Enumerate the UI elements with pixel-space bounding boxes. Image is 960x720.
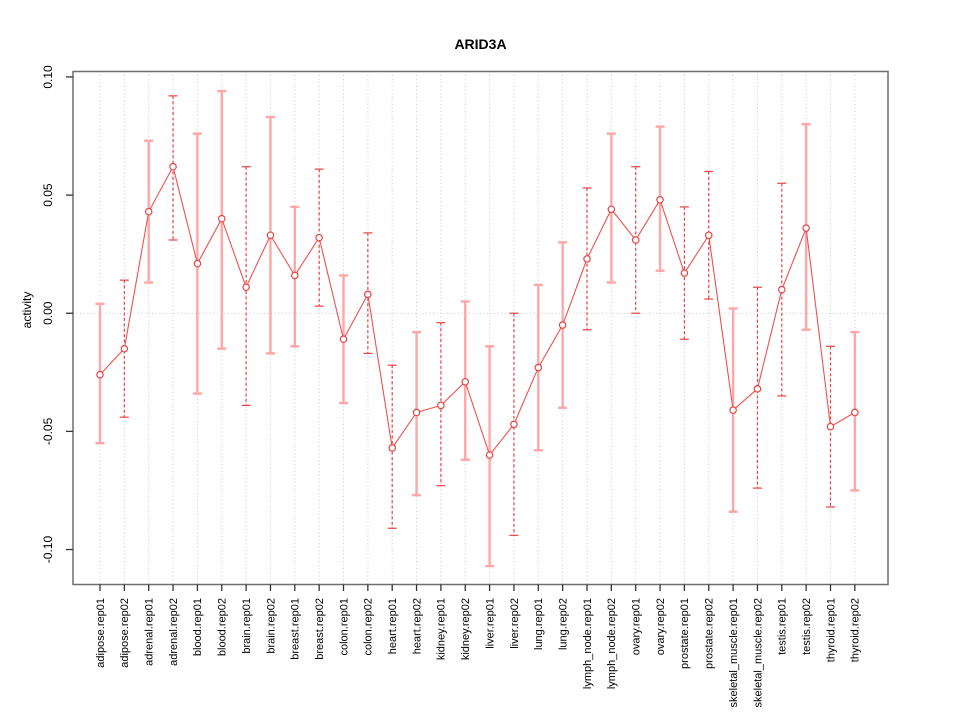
x-tick-label: testis.rep02 (801, 598, 813, 655)
y-tick-label: -0.05 (41, 417, 55, 445)
x-tick-label: brain.rep02 (265, 598, 277, 654)
x-tick-label: liver.rep02 (509, 598, 521, 649)
y-tick-label: 0.05 (41, 183, 55, 207)
x-tick-label: brain.rep01 (241, 598, 253, 654)
x-tick-label: adipose.rep01 (95, 598, 107, 668)
x-tick-label: skeletal_muscle.rep01 (728, 598, 740, 707)
plot-box (72, 70, 889, 586)
x-tick-label: ovary.rep02 (655, 598, 667, 655)
x-tick-label: breast.rep02 (314, 598, 326, 660)
data-point (607, 205, 616, 214)
data-point (558, 321, 567, 329)
x-tick-label: thyroid.rep01 (825, 598, 837, 662)
data-point (193, 259, 202, 268)
data-point (144, 207, 153, 216)
data-point (851, 408, 859, 417)
x-tick-label: adrenal.rep01 (144, 598, 156, 666)
x-tick-label: colon.rep01 (338, 598, 350, 656)
x-tick-label: testis.rep01 (777, 598, 789, 655)
data-point (388, 444, 397, 452)
x-tick-label: adrenal.rep02 (168, 598, 180, 666)
data-point (680, 269, 689, 277)
data-point (753, 385, 762, 393)
x-tick-label: lymph_node.rep02 (606, 598, 618, 689)
data-point (510, 420, 518, 429)
x-tick-label: liver.rep01 (484, 598, 496, 649)
data-point (364, 290, 372, 299)
x-tick-label: thyroid.rep02 (850, 598, 862, 662)
data-point (656, 196, 664, 204)
y-tick-label: -0.10 (41, 536, 55, 564)
x-tick-label: kidney.rep02 (460, 598, 472, 660)
x-tick-label: blood.rep01 (192, 598, 204, 656)
data-point (96, 370, 104, 379)
data-point (777, 285, 786, 294)
x-tick-label: lung.rep01 (533, 598, 545, 650)
y-tick-label: 0.00 (41, 301, 55, 325)
data-point (485, 451, 494, 459)
data-point (315, 233, 323, 242)
chart-title: ARID3A (454, 36, 507, 52)
x-tick-label: kidney.rep01 (436, 598, 448, 660)
x-tick-label: blood.rep02 (217, 598, 229, 656)
x-tick-label: adipose.rep02 (119, 598, 131, 668)
data-point (120, 344, 129, 353)
x-tick-label: skeletal_muscle.rep02 (752, 598, 764, 707)
x-tick-label: lymph_node.rep01 (582, 598, 594, 689)
data-point (729, 406, 737, 414)
data-point (704, 231, 713, 240)
data-point (339, 335, 348, 344)
y-axis-label: activity (20, 291, 34, 329)
x-tick-label: breast.rep01 (290, 598, 302, 660)
x-tick-label: colon.rep02 (363, 598, 375, 656)
data-point (217, 214, 226, 223)
data-point (534, 363, 543, 372)
series-line (99, 165, 856, 457)
data-point (169, 162, 177, 171)
data-point (290, 271, 299, 280)
data-point (461, 377, 470, 386)
data-point (266, 231, 275, 240)
y-tick-label: 0.10 (41, 65, 55, 89)
data-point (826, 422, 835, 431)
x-tick-label: ovary.rep01 (631, 598, 643, 655)
x-tick-label: lung.rep02 (557, 598, 569, 650)
data-point (242, 283, 250, 292)
data-point (631, 236, 640, 244)
x-tick-label: prostate.rep01 (679, 598, 691, 669)
data-point (437, 401, 445, 410)
x-tick-label: heart.rep01 (387, 598, 399, 654)
x-tick-label: prostate.rep02 (704, 598, 716, 669)
data-point (802, 224, 810, 232)
data-point (412, 408, 421, 417)
x-tick-label: heart.rep02 (411, 598, 423, 654)
data-point (583, 255, 591, 263)
